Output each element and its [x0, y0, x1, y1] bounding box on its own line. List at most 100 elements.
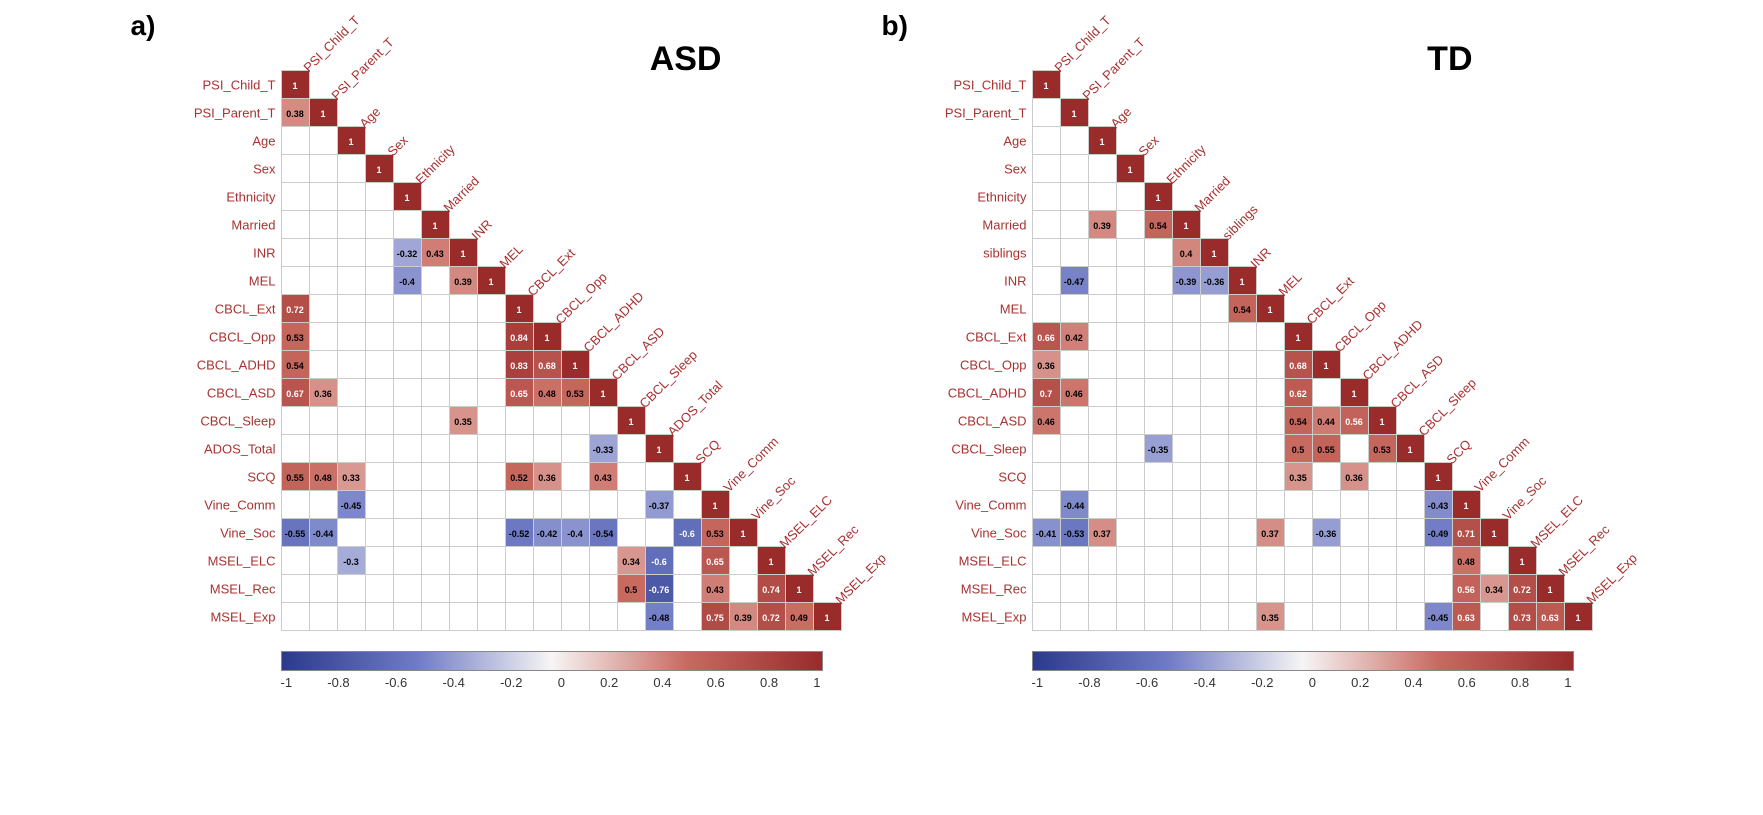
empty-cell	[617, 99, 645, 127]
empty-cell	[645, 295, 673, 323]
corr-cell	[617, 519, 645, 547]
empty-cell	[1172, 99, 1200, 127]
diag-label: PSI_Child_T	[300, 13, 362, 75]
corr-cell	[477, 407, 505, 435]
corr-cell: 1MEL	[477, 267, 505, 295]
empty-cell	[561, 99, 589, 127]
corr-cell: 0.37	[1256, 519, 1284, 547]
row-label: MSEL_Exp	[210, 609, 281, 624]
empty-cell	[645, 99, 673, 127]
empty-cell	[701, 351, 729, 379]
corr-cell	[1396, 519, 1424, 547]
corr-cell	[505, 547, 533, 575]
empty-cell	[757, 155, 785, 183]
corr-cell	[449, 351, 477, 379]
corr-cell	[1116, 603, 1144, 631]
corr-cell	[1228, 491, 1256, 519]
corr-cell	[337, 295, 365, 323]
corr-cell	[1200, 463, 1228, 491]
cell-value: -0.3	[343, 557, 359, 567]
cell-value: 0.72	[762, 613, 780, 623]
corr-cell	[1060, 575, 1088, 603]
empty-cell	[1480, 351, 1508, 379]
empty-cell	[645, 211, 673, 239]
empty-cell	[1452, 295, 1480, 323]
cell-value: -0.33	[593, 445, 614, 455]
corr-cell	[421, 603, 449, 631]
cell-value: 0.43	[594, 473, 612, 483]
corr-cell	[1200, 323, 1228, 351]
corr-cell: 1siblings	[1200, 239, 1228, 267]
corr-cell: 0.36	[1340, 463, 1368, 491]
corr-cell	[1340, 575, 1368, 603]
corr-cell	[1200, 519, 1228, 547]
corr-cell	[1172, 351, 1200, 379]
row-label: CBCL_Ext	[215, 301, 282, 316]
corr-cell	[1256, 407, 1284, 435]
empty-cell	[1536, 99, 1564, 127]
corr-cell: 0.44	[1312, 407, 1340, 435]
cell-value: -0.37	[649, 501, 670, 511]
empty-cell	[1424, 99, 1452, 127]
corr-cell: 1Sex	[1116, 155, 1144, 183]
empty-cell	[701, 71, 729, 99]
empty-cell	[1284, 127, 1312, 155]
corr-cell	[1144, 267, 1172, 295]
empty-cell	[1424, 211, 1452, 239]
empty-cell	[1480, 183, 1508, 211]
corr-cell	[477, 547, 505, 575]
corr-cell	[673, 575, 701, 603]
empty-cell	[813, 127, 841, 155]
cell-value: 0.53	[286, 333, 304, 343]
empty-cell	[1564, 407, 1592, 435]
corr-cell	[449, 519, 477, 547]
empty-cell	[1144, 71, 1172, 99]
corr-cell	[1144, 323, 1172, 351]
corr-cell: -0.35	[1144, 435, 1172, 463]
corr-cell	[1116, 183, 1144, 211]
corr-cell	[365, 603, 393, 631]
row-label: SCQ	[998, 469, 1032, 484]
empty-cell	[757, 323, 785, 351]
empty-cell	[1508, 295, 1536, 323]
empty-cell	[813, 463, 841, 491]
corr-cell: 0.5	[617, 575, 645, 603]
corr-cell	[617, 463, 645, 491]
empty-cell	[1116, 71, 1144, 99]
empty-cell	[645, 267, 673, 295]
empty-cell	[1564, 211, 1592, 239]
corr-cell	[1312, 379, 1340, 407]
empty-cell	[1564, 99, 1592, 127]
empty-cell	[1536, 323, 1564, 351]
corr-cell	[1060, 127, 1088, 155]
cell-value: 0.71	[1457, 529, 1475, 539]
empty-cell	[673, 267, 701, 295]
corr-cell	[1172, 379, 1200, 407]
corr-cell	[1228, 603, 1256, 631]
cell-value: 1	[712, 501, 717, 511]
corr-cell: 1ADOS_Total	[645, 435, 673, 463]
corr-cell: 0.38PSI_Parent_T	[281, 99, 309, 127]
empty-cell	[813, 295, 841, 323]
corr-cell: -0.33	[589, 435, 617, 463]
corr-cell: -0.4	[393, 267, 421, 295]
empty-cell	[1508, 323, 1536, 351]
colorbar-tick: 0	[558, 675, 565, 690]
row-label: Vine_Soc	[220, 525, 281, 540]
corr-cell	[1256, 491, 1284, 519]
empty-cell	[477, 183, 505, 211]
corr-cell	[1200, 603, 1228, 631]
empty-cell	[757, 183, 785, 211]
row-label: CBCL_ASD	[207, 385, 282, 400]
corr-cell: Sex	[281, 155, 309, 183]
empty-cell	[1368, 127, 1396, 155]
empty-cell	[1536, 127, 1564, 155]
empty-cell	[477, 127, 505, 155]
corr-cell	[1116, 379, 1144, 407]
corr-cell	[505, 491, 533, 519]
corr-cell	[1368, 491, 1396, 519]
cell-value: 0.37	[1093, 529, 1111, 539]
corr-cell	[393, 379, 421, 407]
corr-cell: -0.3	[337, 547, 365, 575]
corr-cell	[393, 407, 421, 435]
